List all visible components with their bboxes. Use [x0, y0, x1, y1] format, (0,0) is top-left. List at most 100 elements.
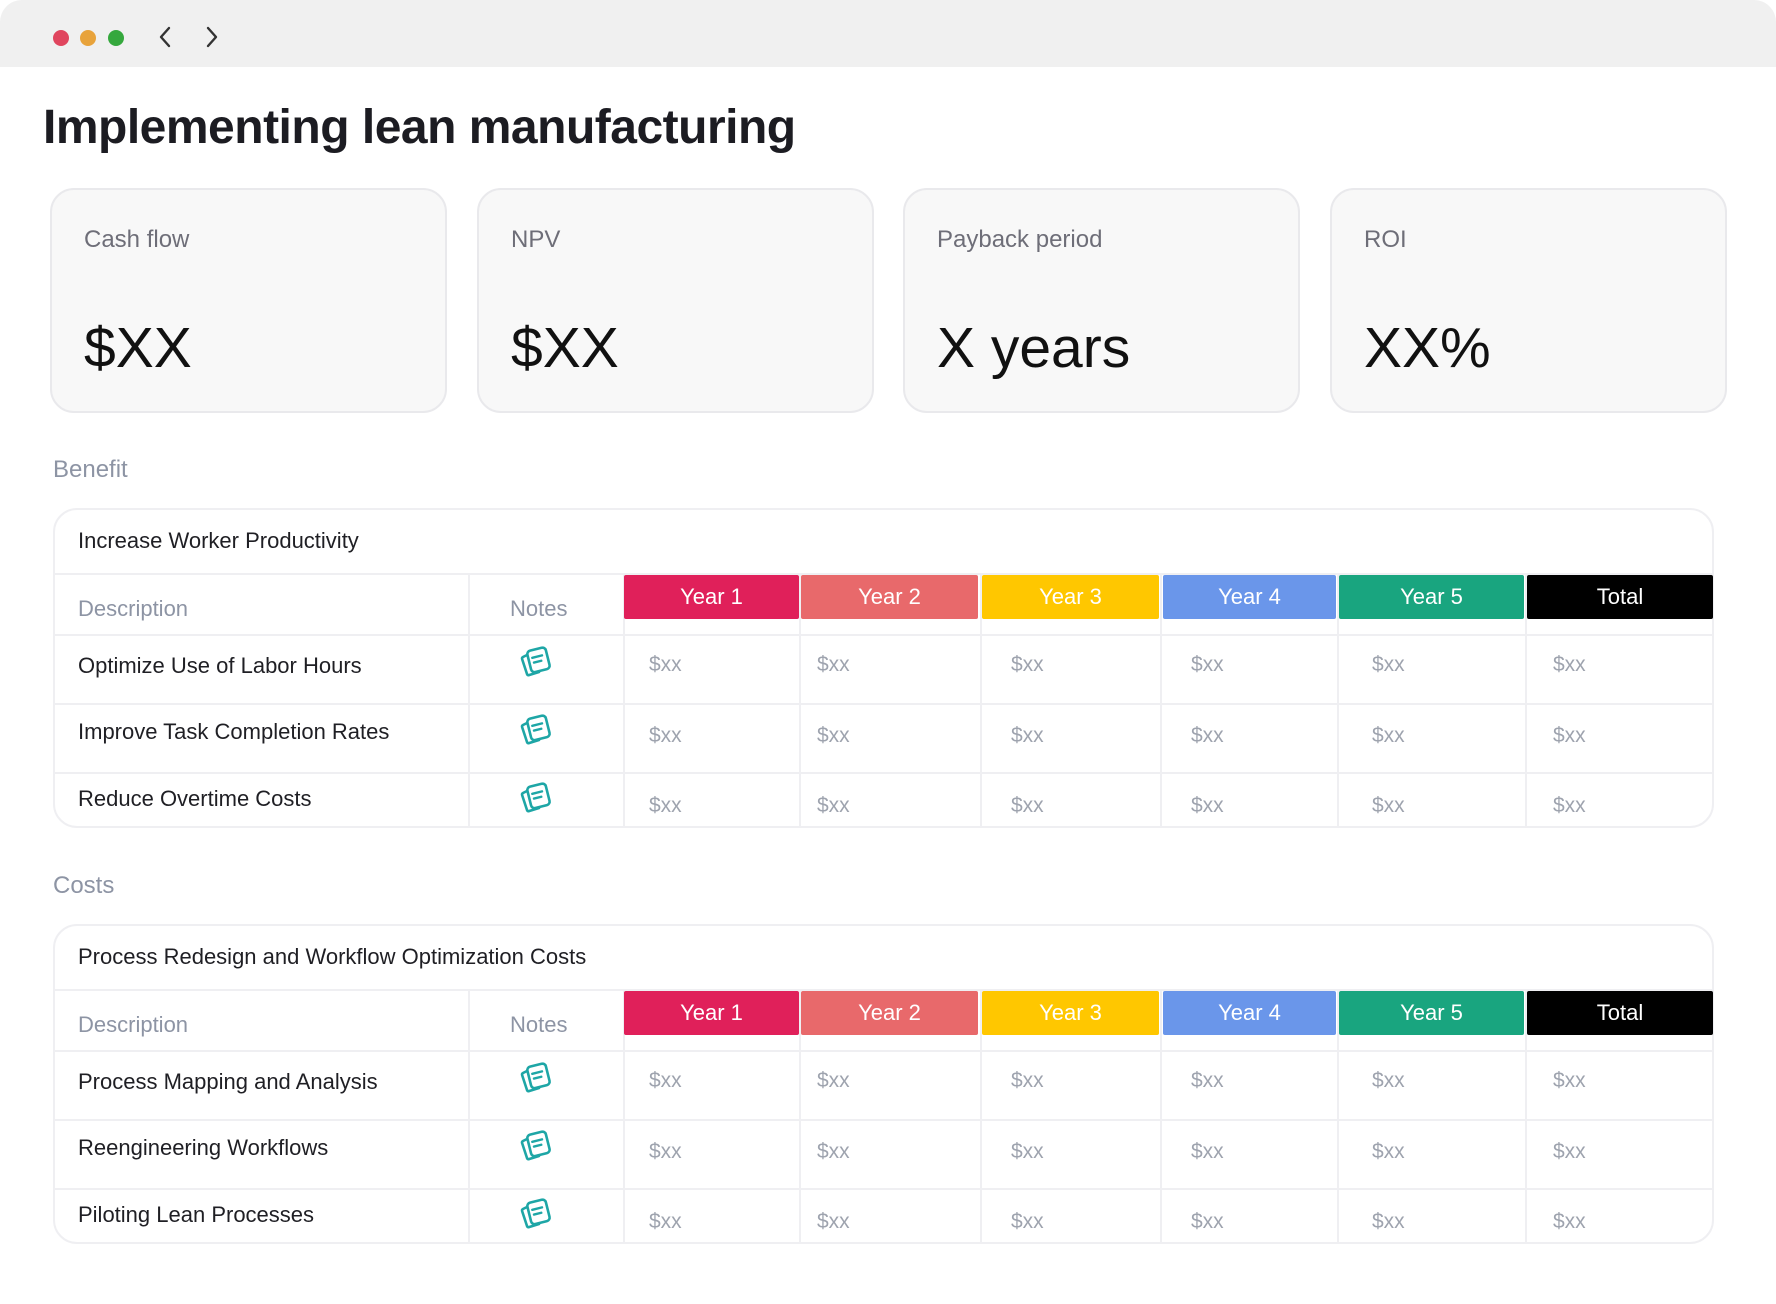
period-column-header: Year 4: [1163, 575, 1336, 619]
value-cell[interactable]: $xx: [649, 724, 682, 747]
period-column-header: Year 5: [1339, 575, 1524, 619]
kpi-card: Payback period X years: [903, 188, 1300, 413]
value-cell[interactable]: $xx: [1372, 724, 1405, 747]
row-description: Improve Task Completion Rates: [78, 719, 390, 744]
row-divider: [55, 1188, 1712, 1190]
value-cell[interactable]: $xx: [649, 653, 682, 676]
value-cell[interactable]: $xx: [817, 1210, 850, 1233]
value-cell[interactable]: $xx: [1372, 1140, 1405, 1163]
kpi-label: NPV: [511, 226, 561, 253]
value-cell[interactable]: $xx: [1191, 1140, 1224, 1163]
column-divider: [799, 989, 801, 1244]
notes-icon[interactable]: [519, 782, 553, 816]
row-description: Process Mapping and Analysis: [78, 1069, 378, 1094]
value-cell[interactable]: $xx: [817, 1140, 850, 1163]
period-column-header: Year 1: [624, 575, 799, 619]
value-cell[interactable]: $xx: [649, 1140, 682, 1163]
period-column-header: Total: [1527, 575, 1713, 619]
value-cell[interactable]: $xx: [1191, 653, 1224, 676]
row-divider: [55, 989, 1712, 991]
close-window-button[interactable]: [53, 30, 69, 46]
column-divider: [623, 573, 625, 828]
column-divider: [980, 989, 982, 1244]
period-column-header: Year 5: [1339, 991, 1524, 1035]
value-cell[interactable]: $xx: [1011, 1210, 1044, 1233]
period-column-header: Total: [1527, 991, 1713, 1035]
costs-section-label: Costs: [53, 872, 115, 899]
value-cell[interactable]: $xx: [1011, 724, 1044, 747]
value-cell[interactable]: $xx: [1553, 1210, 1586, 1233]
kpi-card: ROI XX%: [1330, 188, 1727, 413]
value-cell[interactable]: $xx: [817, 794, 850, 817]
period-column-header: Year 1: [624, 991, 799, 1035]
column-divider: [623, 989, 625, 1244]
value-cell[interactable]: $xx: [1011, 653, 1044, 676]
period-column-header: Year 2: [801, 991, 978, 1035]
value-cell[interactable]: $xx: [1011, 794, 1044, 817]
back-button[interactable]: [150, 20, 180, 54]
row-divider: [55, 573, 1712, 575]
notes-icon[interactable]: [519, 1198, 553, 1232]
value-cell[interactable]: $xx: [1372, 653, 1405, 676]
row-description: Reduce Overtime Costs: [78, 786, 312, 811]
chevron-left-icon: [159, 26, 171, 48]
forward-button[interactable]: [197, 20, 227, 54]
kpi-value: X years: [937, 316, 1131, 380]
row-divider: [55, 772, 1712, 774]
minimize-window-button[interactable]: [80, 30, 96, 46]
column-divider: [1525, 573, 1527, 828]
kpi-label: Cash flow: [84, 226, 190, 253]
column-divider: [468, 573, 470, 828]
notes-icon[interactable]: [519, 1062, 553, 1096]
row-divider: [55, 1119, 1712, 1121]
row-description: Piloting Lean Processes: [78, 1202, 315, 1227]
row-divider: [55, 703, 1712, 705]
column-divider: [1337, 573, 1339, 828]
kpi-label: ROI: [1364, 226, 1407, 253]
value-cell[interactable]: $xx: [1191, 1210, 1224, 1233]
value-cell[interactable]: $xx: [1372, 1069, 1405, 1092]
value-cell[interactable]: $xx: [1191, 724, 1224, 747]
value-cell[interactable]: $xx: [1191, 1069, 1224, 1092]
page-title: Implementing lean manufacturing: [43, 101, 796, 154]
notes-icon[interactable]: [519, 714, 553, 748]
column-divider: [468, 989, 470, 1244]
title-bar: [0, 0, 1776, 67]
column-divider: [1160, 989, 1162, 1244]
column-divider: [1160, 573, 1162, 828]
row-divider: [55, 634, 1712, 636]
chevron-right-icon: [206, 26, 218, 48]
period-column-header: Year 3: [982, 991, 1159, 1035]
kpi-value: $XX: [511, 316, 619, 380]
value-cell[interactable]: $xx: [1011, 1069, 1044, 1092]
kpi-value: XX%: [1364, 316, 1491, 380]
kpi-value: $XX: [84, 316, 192, 380]
kpi-card: Cash flow $XX: [50, 188, 447, 413]
value-cell[interactable]: $xx: [649, 794, 682, 817]
value-cell[interactable]: $xx: [1553, 1069, 1586, 1092]
value-cell[interactable]: $xx: [649, 1210, 682, 1233]
column-divider: [980, 573, 982, 828]
benefit-section-label: Benefit: [53, 456, 128, 483]
value-cell[interactable]: $xx: [1372, 794, 1405, 817]
value-cell[interactable]: $xx: [1191, 794, 1224, 817]
group-title: Process Redesign and Workflow Optimizati…: [78, 944, 587, 969]
notes-icon[interactable]: [519, 646, 553, 680]
maximize-window-button[interactable]: [108, 30, 124, 46]
value-cell[interactable]: $xx: [649, 1069, 682, 1092]
description-column-header: Description: [78, 595, 189, 621]
value-cell[interactable]: $xx: [817, 1069, 850, 1092]
value-cell[interactable]: $xx: [817, 653, 850, 676]
value-cell[interactable]: $xx: [1553, 1140, 1586, 1163]
kpi-label: Payback period: [937, 226, 1103, 253]
value-cell[interactable]: $xx: [1553, 794, 1586, 817]
value-cell[interactable]: $xx: [817, 724, 850, 747]
value-cell[interactable]: $xx: [1553, 653, 1586, 676]
value-cell[interactable]: $xx: [1553, 724, 1586, 747]
notes-icon[interactable]: [519, 1130, 553, 1164]
value-cell[interactable]: $xx: [1011, 1140, 1044, 1163]
value-cell[interactable]: $xx: [1372, 1210, 1405, 1233]
period-column-header: Year 2: [801, 575, 978, 619]
period-column-header: Year 3: [982, 575, 1159, 619]
